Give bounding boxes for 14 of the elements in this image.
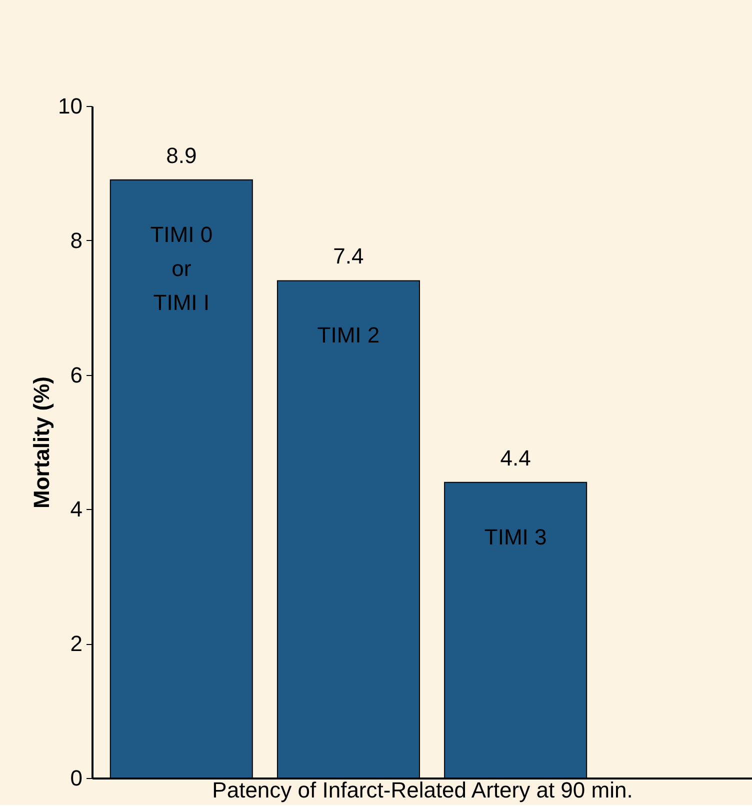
x-tick-label: TIMI 0 or TIMI I [150, 222, 213, 315]
x-tick-label: TIMI 2 [317, 322, 380, 348]
y-tick-label: 8 [70, 228, 82, 253]
data-label: 4.4 [500, 445, 531, 470]
y-tick-label: 4 [70, 496, 82, 522]
x-tick-label: TIMI 3 [484, 524, 547, 550]
y-axis-title: Mortality (%) [29, 376, 54, 508]
data-label: 8.9 [166, 142, 197, 168]
y-tick-label: 6 [70, 362, 82, 388]
y-tick-label: 2 [70, 631, 82, 656]
y-tick-label: 10 [58, 94, 82, 118]
y-tick-label: 0 [70, 766, 82, 790]
data-label: 7.4 [333, 244, 364, 269]
x-axis-title: Patency of Infarct-Related Artery at 90 min. [212, 778, 633, 802]
